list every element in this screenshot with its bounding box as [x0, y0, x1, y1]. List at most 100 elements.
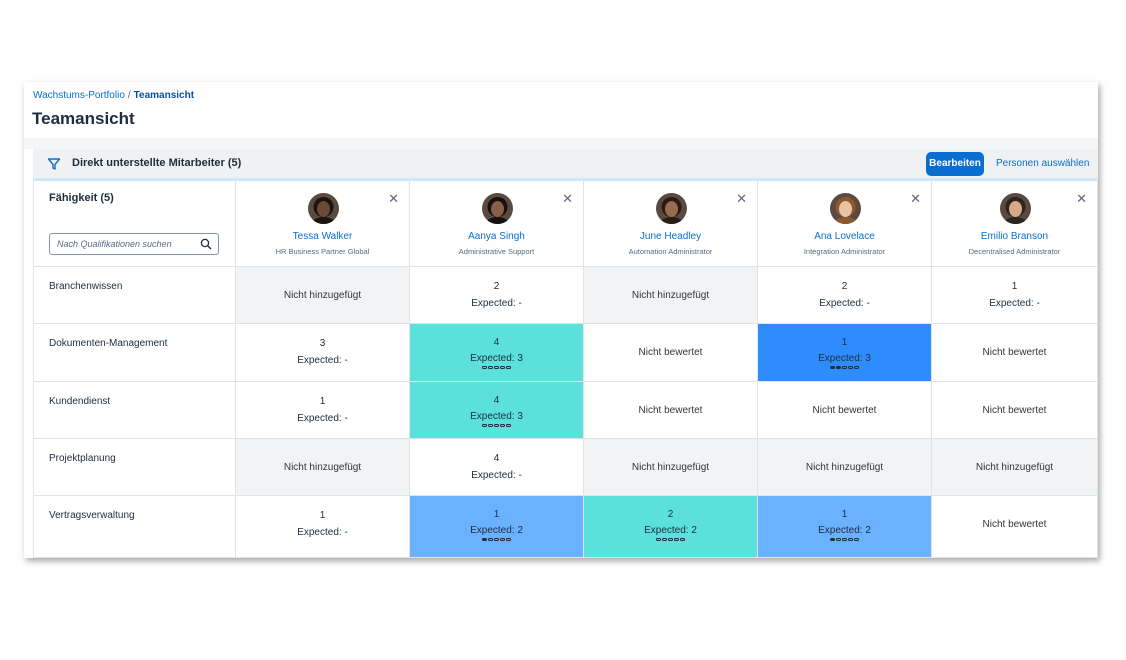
person-header-cell: ✕ Aanya Singh Administrative Support: [410, 181, 584, 267]
cell-value: 4: [493, 337, 500, 349]
person-role: Automation Administrator: [628, 247, 713, 256]
rating-dot: [506, 423, 511, 427]
skill-search-input[interactable]: Nach Qualifikationen suchen: [49, 233, 219, 255]
search-icon[interactable]: [200, 238, 212, 250]
proficiency-cell[interactable]: 4 Expected: 3: [410, 324, 584, 382]
proficiency-cell[interactable]: Nicht bewertet: [932, 381, 1098, 439]
person-name[interactable]: Aanya Singh: [468, 231, 525, 242]
cell-value: 3: [319, 338, 326, 350]
person-header-cell: ✕ Ana Lovelace Integration Administrator: [758, 181, 932, 267]
cell-expected: Expected: -: [471, 469, 522, 481]
cell-value: 2: [667, 509, 674, 520]
cell-status: Nicht bewertet: [982, 404, 1047, 416]
breadcrumb-current: Teamansicht: [133, 90, 195, 101]
person-header-cell: ✕ Tessa Walker HR Business Partner Global: [236, 181, 410, 267]
edit-button[interactable]: Bearbeiten: [926, 152, 984, 176]
cell-status: Nicht hinzugefügt: [631, 290, 710, 301]
rating-dot: [848, 366, 853, 370]
proficiency-cell[interactable]: 1 Expected: -: [932, 267, 1098, 325]
avatar[interactable]: [481, 193, 513, 224]
rating-dot: [494, 423, 499, 427]
rating-dot: [494, 538, 499, 541]
rating-dot: [482, 423, 487, 427]
avatar[interactable]: [655, 193, 687, 224]
avatar[interactable]: [829, 193, 861, 224]
remove-person-icon[interactable]: ✕: [562, 191, 573, 206]
breadcrumb-link-portfolio[interactable]: Wachstums-Portfolio: [33, 90, 125, 101]
cell-status: Nicht hinzugefügt: [631, 461, 710, 473]
person-name[interactable]: Ana Lovelace: [814, 231, 875, 242]
rating-indicator: [758, 538, 931, 541]
page-header: Wachstums-Portfolio / Teamansicht Teamansi…: [24, 82, 1098, 139]
proficiency-cell[interactable]: 4 Expected: 3: [410, 381, 584, 439]
person-header-cell: ✕ Emilio Branson Decentralised Administrat…: [932, 181, 1098, 267]
cell-expected: Expected: 2: [470, 525, 523, 536]
remove-person-icon[interactable]: ✕: [736, 191, 747, 206]
remove-person-icon[interactable]: ✕: [388, 191, 399, 206]
proficiency-cell[interactable]: Nicht hinzugefügt: [584, 267, 758, 325]
proficiency-cell[interactable]: Nicht hinzugefügt: [758, 438, 932, 496]
rating-dot: [656, 538, 661, 541]
proficiency-cell[interactable]: Nicht hinzugefügt: [932, 438, 1098, 496]
proficiency-cell[interactable]: 1 Expected: 3: [758, 324, 932, 382]
proficiency-cell[interactable]: 1 Expected: 2: [410, 496, 584, 558]
breadcrumb: Wachstums-Portfolio / Teamansicht: [33, 90, 194, 101]
person-name[interactable]: Emilio Branson: [980, 231, 1049, 242]
rating-dot: [482, 538, 487, 541]
proficiency-cell[interactable]: Nicht bewertet: [932, 496, 1098, 558]
rating-indicator: [410, 366, 583, 370]
cell-expected: Expected: -: [297, 355, 348, 367]
skill-name: Dokumenten-Management: [49, 338, 168, 350]
proficiency-cell[interactable]: Nicht bewertet: [758, 381, 932, 439]
rating-dot: [854, 366, 859, 370]
proficiency-cell[interactable]: 3 Expected: -: [236, 324, 410, 382]
cell-value: 1: [841, 509, 848, 520]
cell-value: 4: [493, 452, 500, 464]
proficiency-cell[interactable]: Nicht hinzugefügt: [236, 267, 410, 325]
cell-status: Nicht hinzugefügt: [283, 461, 362, 473]
proficiency-cell[interactable]: 2 Expected: -: [758, 267, 932, 325]
rating-dot: [854, 538, 859, 541]
skill-name: Projektplanung: [49, 452, 116, 464]
cell-expected: Expected: -: [819, 298, 870, 309]
cell-expected: Expected: -: [989, 298, 1040, 309]
select-persons-button[interactable]: Personen auswählen: [996, 158, 1090, 169]
proficiency-cell[interactable]: Nicht hinzugefügt: [236, 438, 410, 496]
cell-expected: Expected: -: [471, 298, 522, 309]
cell-value: 4: [493, 394, 500, 406]
person-role: HR Business Partner Global: [275, 247, 370, 256]
cell-expected: Expected: 3: [470, 353, 523, 365]
person-name[interactable]: Tessa Walker: [292, 231, 353, 242]
remove-person-icon[interactable]: ✕: [1076, 191, 1087, 206]
cell-status: Nicht hinzugefügt: [283, 290, 362, 301]
remove-person-icon[interactable]: ✕: [910, 191, 921, 206]
rating-indicator: [410, 538, 583, 541]
proficiency-cell[interactable]: Nicht bewertet: [584, 381, 758, 439]
cell-status: Nicht bewertet: [812, 404, 877, 416]
proficiency-cell[interactable]: 2 Expected: -: [410, 267, 584, 325]
proficiency-cell[interactable]: 2 Expected: 2: [584, 496, 758, 558]
proficiency-cell[interactable]: 1 Expected: 2: [758, 496, 932, 558]
skills-header-cell: Fähigkeit (5) Nach Qualifikationen suche…: [33, 181, 236, 267]
person-name[interactable]: June Headley: [639, 231, 702, 242]
rating-indicator: [410, 423, 583, 427]
proficiency-cell[interactable]: Nicht hinzugefügt: [584, 438, 758, 496]
filter-icon[interactable]: [47, 157, 61, 171]
skill-search-placeholder: Nach Qualifikationen suchen: [57, 239, 172, 249]
proficiency-cell[interactable]: Nicht bewertet: [584, 324, 758, 382]
team-view-card: Wachstums-Portfolio / Teamansicht Teamansi…: [24, 82, 1098, 558]
proficiency-cell[interactable]: 4 Expected: -: [410, 438, 584, 496]
proficiency-cell[interactable]: Nicht bewertet: [932, 324, 1098, 382]
avatar[interactable]: [999, 193, 1031, 224]
skill-name: Kundendienst: [49, 395, 111, 407]
rating-dot: [842, 366, 847, 370]
skill-name: Vertragsverwaltung: [49, 510, 135, 521]
avatar[interactable]: [307, 193, 339, 224]
rating-dot: [836, 538, 841, 541]
person-role: Integration Administrator: [803, 247, 886, 256]
rating-dot: [680, 538, 685, 541]
proficiency-cell[interactable]: 1 Expected: -: [236, 381, 410, 439]
cell-expected: Expected: 2: [818, 525, 871, 536]
proficiency-cell[interactable]: 1 Expected: -: [236, 496, 410, 558]
toolbar-title: Direkt unterstellte Mitarbeiter (5): [72, 157, 242, 169]
